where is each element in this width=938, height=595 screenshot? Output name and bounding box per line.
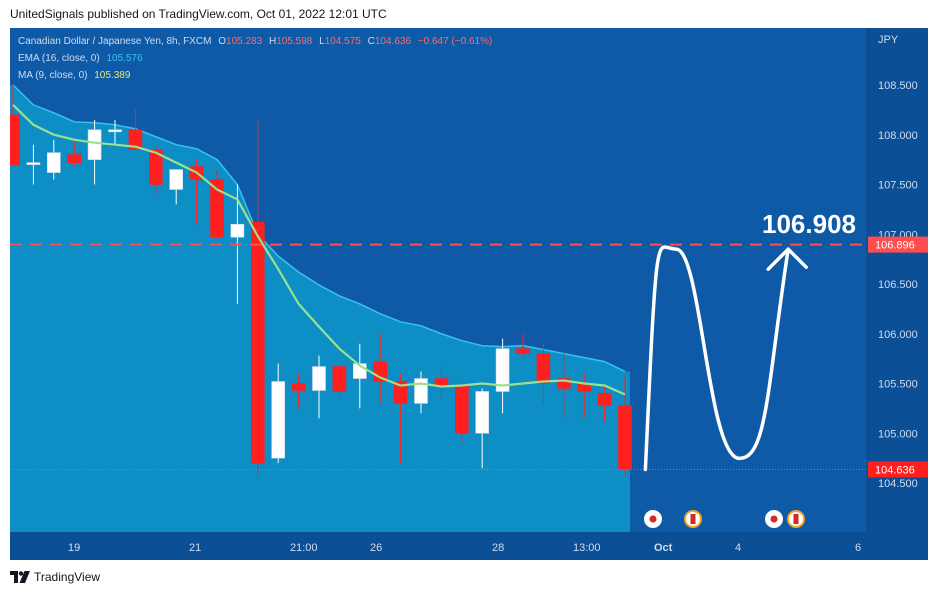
x-tick-label: 19 bbox=[68, 542, 80, 554]
legend-ma-row: MA (9, close, 0) 105.389 bbox=[18, 70, 134, 81]
ema-cloud-area bbox=[10, 85, 630, 532]
candle-body bbox=[434, 378, 449, 386]
candle-body bbox=[393, 381, 408, 404]
x-tick-label: 21 bbox=[189, 542, 201, 554]
candle-body bbox=[149, 149, 163, 185]
y-tick-label: 104.500 bbox=[878, 478, 918, 490]
x-tick-label: 28 bbox=[492, 542, 504, 554]
candle-body bbox=[6, 114, 20, 165]
candle-body bbox=[516, 348, 530, 354]
tradingview-logo-icon bbox=[10, 571, 30, 583]
candlestick-chart[interactable]: 106.908 104.500 105.000 105.500 106.000 106.5… bbox=[6, 28, 928, 560]
candle-body bbox=[87, 129, 102, 160]
y-tick-label: 107.500 bbox=[878, 180, 918, 192]
legend-ema-row: EMA (16, close, 0) 105.576 bbox=[18, 53, 147, 64]
candle-body bbox=[495, 348, 510, 392]
canada-flag-leaf bbox=[690, 514, 696, 524]
candle-body bbox=[108, 129, 122, 133]
candle-body bbox=[618, 405, 632, 470]
canada-flag-leaf bbox=[793, 514, 799, 524]
candle-body bbox=[67, 154, 82, 163]
candle-body bbox=[230, 224, 245, 238]
target-price-tag bbox=[868, 236, 928, 253]
candle-body bbox=[475, 391, 490, 434]
x-tick-label: Oct bbox=[654, 542, 673, 554]
legend-close: C104.636 bbox=[367, 36, 412, 47]
y-tick-label: 106.500 bbox=[878, 279, 918, 291]
y-tick-label: 108.500 bbox=[878, 80, 918, 92]
target-price-tag-label: 106.896 bbox=[875, 240, 915, 252]
candle-body bbox=[46, 152, 61, 173]
japan-flag-dot bbox=[649, 515, 657, 523]
candle-body bbox=[251, 222, 265, 464]
candle-body bbox=[312, 366, 326, 391]
y-tick-label: 106.000 bbox=[878, 329, 918, 341]
candle-body bbox=[414, 378, 428, 404]
last-price-tag bbox=[868, 461, 928, 478]
candle-body bbox=[26, 162, 41, 165]
candle-body bbox=[271, 381, 286, 459]
candle-body bbox=[597, 393, 612, 406]
published-header: UnitedSignals published on TradingView.c… bbox=[10, 7, 387, 21]
target-annotation: 106.908 bbox=[762, 209, 856, 239]
legend-ema-label: EMA (16, close, 0) bbox=[18, 53, 100, 64]
candle-body bbox=[332, 366, 347, 392]
legend-symbol: Canadian Dollar / Japanese Yen, 8h, FXCM bbox=[18, 36, 212, 47]
y-tick-label: 108.000 bbox=[878, 130, 918, 142]
legend-ma-label: MA (9, close, 0) bbox=[18, 70, 88, 81]
legend-high: H105.598 bbox=[268, 36, 313, 47]
candle-body bbox=[556, 378, 571, 389]
legend-low: L104.575 bbox=[319, 36, 361, 47]
legend-symbol-row: Canadian Dollar / Japanese Yen, 8h, FXCM… bbox=[18, 36, 496, 47]
legend-open: O105.283 bbox=[218, 36, 263, 47]
ma-9-line bbox=[12, 104, 626, 396]
tradingview-brand[interactable]: TradingView bbox=[10, 570, 100, 584]
candle-body bbox=[536, 353, 551, 384]
legend-change: −0.647 (−0.61%) bbox=[417, 36, 493, 47]
japan-flag-dot bbox=[770, 515, 778, 523]
y-tick-label: 105.500 bbox=[878, 379, 918, 391]
candle-body bbox=[454, 385, 469, 434]
currency-label: JPY bbox=[878, 34, 899, 46]
y-tick-label: 105.000 bbox=[878, 428, 918, 440]
last-price-tag-label: 104.636 bbox=[875, 464, 915, 476]
tradingview-brand-text: TradingView bbox=[34, 570, 101, 584]
x-tick-label: 13:00 bbox=[573, 542, 601, 554]
legend-ema-value: 105.576 bbox=[106, 53, 143, 64]
legend-ma-value: 105.389 bbox=[94, 70, 131, 81]
x-tick-label: 21:00 bbox=[290, 542, 318, 554]
chart-container[interactable]: 106.908 104.500 105.000 105.500 106.000 106.5… bbox=[6, 28, 928, 565]
candle-body bbox=[291, 383, 306, 391]
forecast-arrowhead bbox=[766, 247, 808, 271]
x-tick-label: 6 bbox=[855, 542, 861, 554]
x-axis-band bbox=[10, 532, 928, 560]
x-tick-label: 4 bbox=[735, 542, 741, 554]
candle-body bbox=[210, 179, 224, 238]
forecast-path bbox=[643, 245, 790, 472]
x-tick-label: 26 bbox=[370, 542, 382, 554]
candle-body bbox=[169, 169, 183, 190]
candle-body bbox=[128, 129, 143, 150]
